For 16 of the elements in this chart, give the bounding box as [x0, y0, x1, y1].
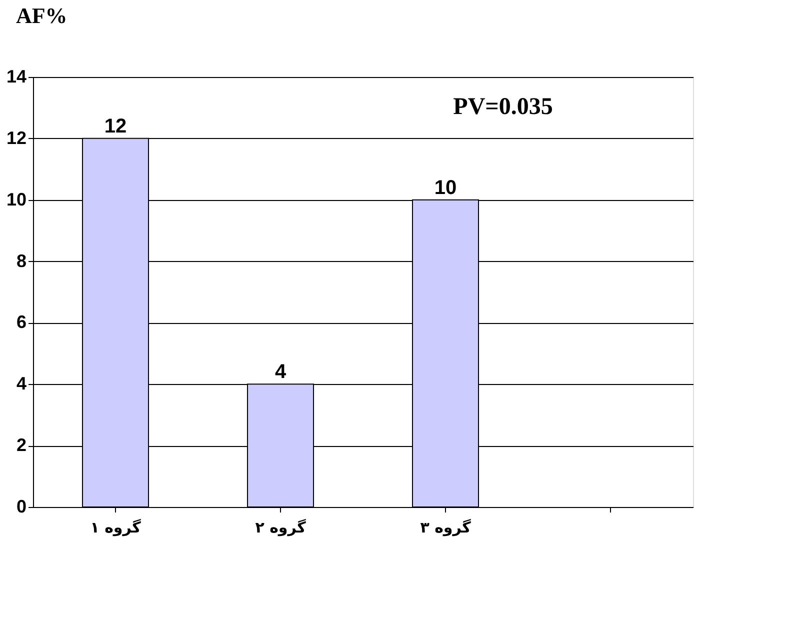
data-label: 10 [434, 176, 457, 199]
y-tick-label: 6 [16, 312, 26, 332]
y-tick-label: 0 [16, 496, 26, 516]
data-label: 12 [104, 115, 127, 138]
y-tick-label: 12 [6, 128, 26, 148]
annotation: PV=0.035 [453, 94, 553, 120]
x-tick-label: گروه ۲ [255, 518, 306, 536]
data-label: 4 [274, 361, 287, 384]
y-tick-label: 8 [16, 250, 26, 271]
y-tick-label: 2 [16, 435, 26, 456]
y-tick-label: 10 [6, 189, 26, 210]
y-tick-label: 4 [16, 374, 26, 394]
y-axis-title: AF% [16, 3, 68, 28]
y-tick-label: 14 [6, 66, 26, 86]
x-tick-label: گروه ۱ [90, 518, 142, 536]
x-tick-label: گروه ۳ [420, 518, 472, 536]
